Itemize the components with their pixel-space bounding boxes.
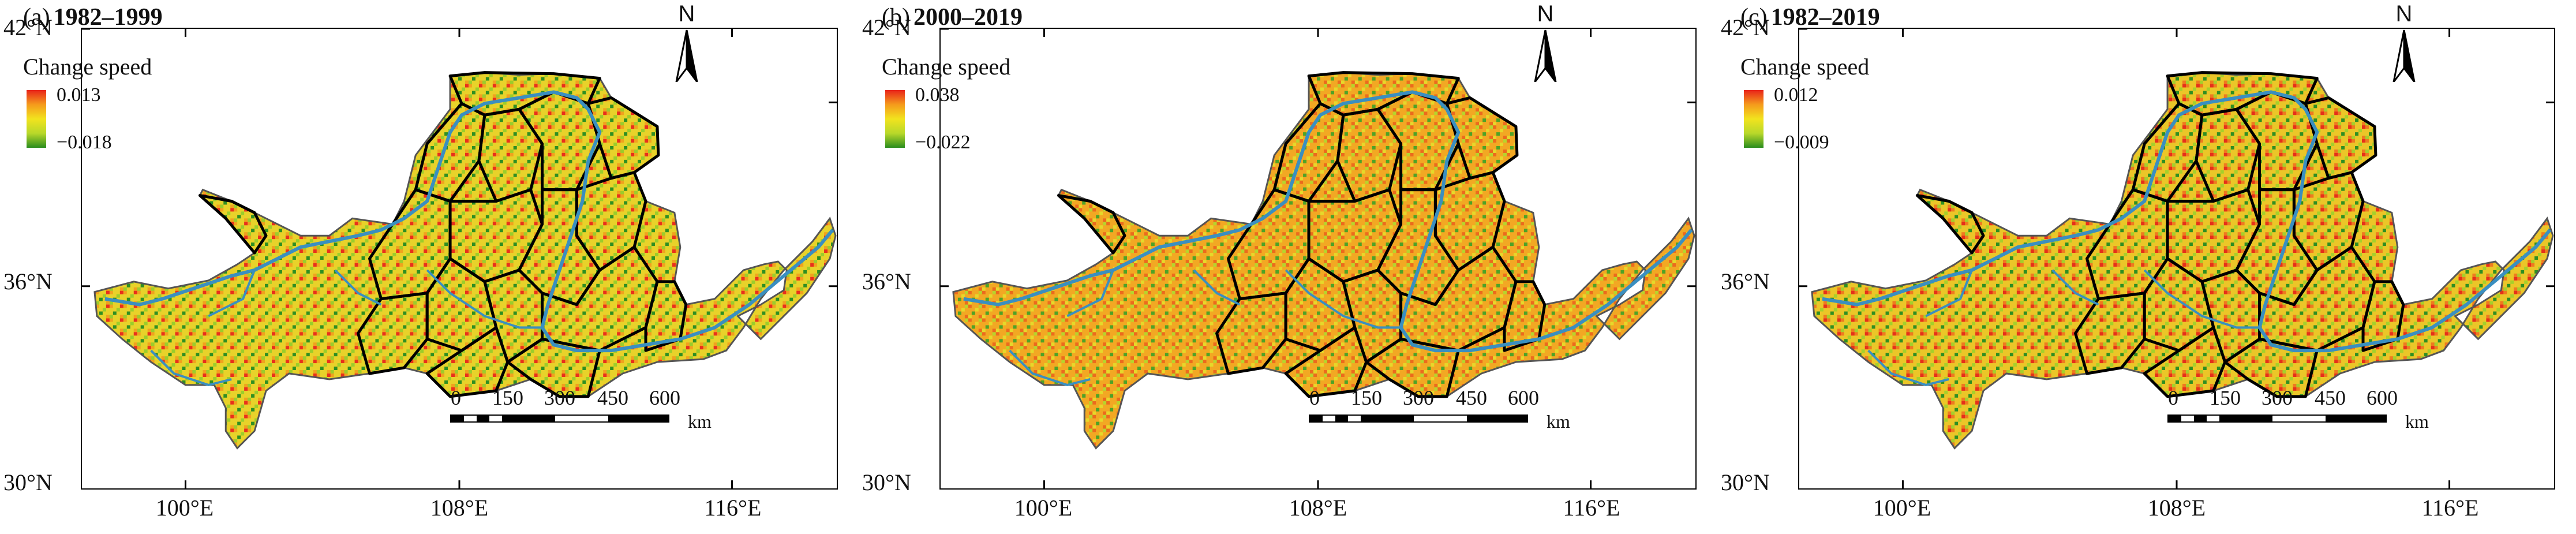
lat-label: 42°N bbox=[862, 14, 911, 40]
north-letter: N bbox=[2395, 1, 2413, 27]
basin-shape bbox=[93, 72, 837, 450]
map-frame bbox=[81, 28, 838, 490]
lat-label: 30°N bbox=[3, 469, 53, 495]
scale-tick: 150 bbox=[492, 386, 523, 409]
scale-tick: 150 bbox=[1351, 386, 1382, 409]
scale-tick: 300 bbox=[544, 386, 575, 409]
panel-title: (b) 2000–2019 bbox=[882, 3, 1023, 31]
scale-tick: 600 bbox=[2367, 386, 2398, 409]
lon-label: 108°E bbox=[1289, 495, 1347, 521]
north-arrow: N bbox=[2381, 1, 2427, 82]
yellow-river-line bbox=[104, 90, 834, 353]
lon-label: 100°E bbox=[155, 495, 214, 521]
basin-shape bbox=[1811, 72, 2554, 450]
map-panel-b: 42°N 36°N 30°N bbox=[859, 0, 1717, 534]
lat-label: 36°N bbox=[1721, 268, 1770, 294]
frame-ticks bbox=[1799, 29, 2554, 488]
map-panel-a: 42°N 36°N 30°N bbox=[0, 0, 859, 534]
north-arrow: N bbox=[664, 1, 710, 82]
north-arrow: N bbox=[1522, 1, 1568, 82]
legend-title: Change speed bbox=[1740, 54, 1870, 80]
scale-bar: 0 150 300 450 600 km bbox=[1309, 386, 1570, 438]
map-panel-c: 42°N 36°N 30°N bbox=[1717, 0, 2576, 534]
tributary-line bbox=[1867, 269, 2260, 386]
legend-max-value: 0.012 bbox=[1774, 84, 1818, 106]
north-letter: N bbox=[678, 1, 695, 27]
frame-ticks bbox=[941, 29, 1695, 488]
basin-shape bbox=[952, 72, 1695, 450]
yellow-river-basin-map bbox=[941, 29, 1695, 488]
north-arrow-icon bbox=[675, 29, 698, 82]
lat-label: 36°N bbox=[3, 268, 53, 294]
scale-bar-segments bbox=[450, 414, 669, 423]
panel-label: (b) bbox=[882, 4, 910, 31]
legend-title: Change speed bbox=[23, 54, 152, 80]
scale-tick: 600 bbox=[649, 386, 680, 409]
color-ramp-legend bbox=[27, 90, 46, 148]
scale-bar: 0 150 300 450 600 km bbox=[2167, 386, 2429, 438]
scale-tick: 300 bbox=[1403, 386, 1434, 409]
lon-label: 116°E bbox=[704, 495, 762, 521]
scale-bar-segments bbox=[2167, 414, 2387, 423]
frame-ticks bbox=[82, 29, 837, 488]
scale-tick: 450 bbox=[1456, 386, 1487, 409]
scale-tick: 0 bbox=[2168, 386, 2178, 409]
panel-period: 1982–1999 bbox=[53, 4, 163, 31]
north-arrow-icon bbox=[2392, 29, 2416, 82]
lat-label: 30°N bbox=[862, 469, 911, 495]
yellow-river-basin-map bbox=[1799, 29, 2554, 488]
panel-period: 1982–2019 bbox=[1770, 4, 1880, 31]
scale-tick: 300 bbox=[2262, 386, 2293, 409]
scale-bar: 0 150 300 450 600 km bbox=[450, 386, 712, 438]
color-ramp-legend bbox=[885, 90, 905, 148]
lon-label: 108°E bbox=[2147, 495, 2206, 521]
legend-max-value: 0.013 bbox=[57, 84, 101, 106]
yellow-river-line bbox=[1822, 90, 2552, 353]
legend-max-value: 0.038 bbox=[915, 84, 960, 106]
scale-tick: 0 bbox=[1309, 386, 1320, 409]
scale-tick: 150 bbox=[2210, 386, 2241, 409]
lon-label: 100°E bbox=[1014, 495, 1073, 521]
scale-tick: 600 bbox=[1508, 386, 1539, 409]
legend-min-value: −0.018 bbox=[57, 132, 112, 153]
scale-unit: km bbox=[1547, 411, 1570, 432]
lon-label: 108°E bbox=[430, 495, 489, 521]
scale-bar-segments bbox=[1309, 414, 1528, 423]
yellow-river-basin-map bbox=[82, 29, 837, 488]
scale-unit: km bbox=[2405, 411, 2429, 432]
lat-label: 42°N bbox=[3, 14, 53, 40]
yellow-river-line bbox=[963, 90, 1693, 353]
panel-label: (c) bbox=[1740, 4, 1768, 31]
panel-label: (a) bbox=[23, 4, 50, 31]
lat-label: 30°N bbox=[1721, 469, 1770, 495]
lat-label: 42°N bbox=[1721, 14, 1770, 40]
map-frame bbox=[939, 28, 1697, 490]
panel-period: 2000–2019 bbox=[913, 4, 1023, 31]
tributary-line bbox=[1009, 269, 1401, 386]
scale-tick: 450 bbox=[597, 386, 628, 409]
legend-min-value: −0.009 bbox=[1774, 132, 1829, 153]
color-ramp-legend bbox=[1744, 90, 1763, 148]
lon-label: 100°E bbox=[1873, 495, 1931, 521]
scale-unit: km bbox=[688, 411, 712, 432]
panel-title: (a) 1982–1999 bbox=[23, 3, 163, 31]
lon-label: 116°E bbox=[1563, 495, 1620, 521]
north-letter: N bbox=[1537, 1, 1554, 27]
legend-title: Change speed bbox=[882, 54, 1011, 80]
tributary-line bbox=[150, 269, 542, 386]
panel-title: (c) 1982–2019 bbox=[1740, 3, 1880, 31]
scale-tick: 0 bbox=[451, 386, 461, 409]
scale-tick: 450 bbox=[2315, 386, 2346, 409]
lat-label: 36°N bbox=[862, 268, 911, 294]
legend-min-value: −0.022 bbox=[915, 132, 971, 153]
map-frame bbox=[1798, 28, 2555, 490]
north-arrow-icon bbox=[1534, 29, 1557, 82]
lon-label: 116°E bbox=[2421, 495, 2479, 521]
